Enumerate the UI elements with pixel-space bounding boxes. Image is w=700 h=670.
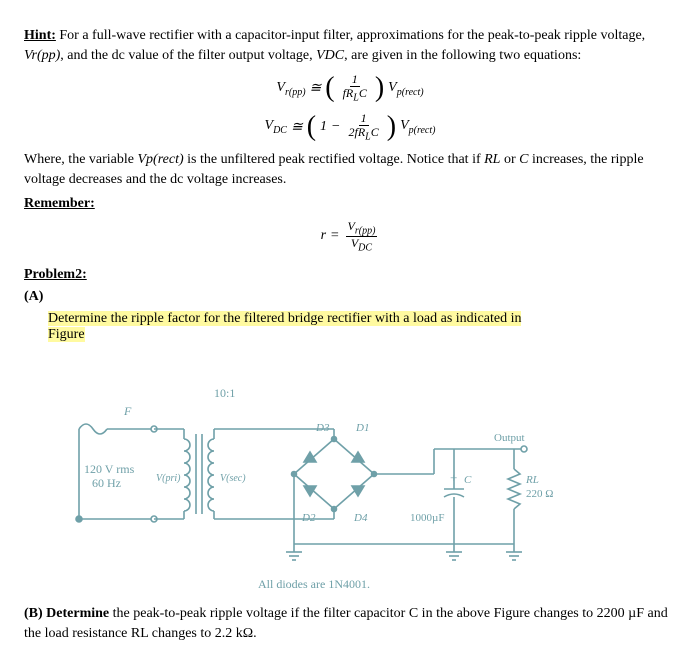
eq1-approx: ≅ [310, 80, 322, 97]
paren-left-icon: ( [325, 77, 334, 99]
label-d2: D2 [301, 512, 316, 524]
hint-text-2: , and the dc value of the filter output … [60, 48, 316, 63]
hint-text-3: , are given in the following two equatio… [344, 48, 581, 63]
eq2-den-c: C [371, 125, 379, 139]
where-t3: or [500, 152, 519, 167]
problem-label: Problem2: [24, 267, 676, 283]
hint-text-1: For a full-wave rectifier with a capacit… [56, 28, 645, 43]
label-output: Output [494, 432, 525, 444]
eq2-num: 1 [359, 112, 369, 126]
where-t1: Where, the variable [24, 152, 138, 167]
eq2-den-pre: 2fR [349, 125, 366, 139]
part-b-text: the peak-to-peak ripple voltage if the f… [24, 606, 668, 641]
remember-num-sub: r(pp) [355, 225, 376, 236]
label-vsec: V(sec) [220, 473, 246, 484]
hint-paragraph: Hint: For a full-wave rectifier with a c… [24, 26, 676, 65]
eq2-rhs-sym: V [400, 118, 409, 133]
paren-left-icon: ( [307, 116, 316, 138]
eq1-rhs-sym: V [388, 80, 397, 95]
remember-label-line: Remember: [24, 196, 676, 212]
circuit-diagram: + F 10:1 120 V rms 60 Hz [54, 349, 574, 592]
where-rl: RL [484, 152, 500, 167]
label-d1: D1 [355, 422, 369, 434]
paren-right-icon: ) [375, 77, 384, 99]
label-ratio: 10:1 [214, 386, 235, 400]
eq2-one: 1 [320, 119, 327, 135]
eq1-den-f: fR [343, 86, 354, 100]
remember-num-sym: V [348, 219, 355, 233]
label-rl: RL [525, 474, 539, 486]
hint-var2: VDC [316, 48, 344, 63]
eq2-lhs-sub: DC [273, 125, 287, 136]
part-a-text: Determine the ripple factor for the filt… [48, 311, 521, 326]
eq2-minus: − [331, 119, 340, 135]
hint-var1: Vr(pp) [24, 48, 60, 63]
remember-r: r [321, 228, 326, 244]
label-F: F [123, 404, 132, 418]
label-src-f: 60 Hz [92, 476, 121, 490]
eq2-lhs-sym: V [265, 118, 274, 133]
label-c-val: 1000µF [410, 512, 444, 524]
where-var: Vp(rect) [138, 152, 184, 167]
eq2-rhs-sub: p(rect) [409, 125, 436, 136]
eq1-den-c: C [359, 86, 367, 100]
diodes-note: All diodes are 1N4001. [54, 577, 574, 592]
label-c: C [464, 474, 472, 486]
remember-eq: = [330, 228, 339, 244]
svg-text:+: + [450, 470, 457, 485]
part-a-label: (A) [24, 289, 676, 305]
label-vpri: V(pri) [156, 473, 181, 484]
where-paragraph: Where, the variable Vp(rect) is the unfi… [24, 150, 676, 189]
label-d4: D4 [353, 512, 368, 524]
part-a-text-line: Determine the ripple factor for the filt… [48, 311, 676, 343]
where-t2: is the unfiltered peak rectified voltage… [184, 152, 485, 167]
equation-vrpp: Vr(pp) ≅ ( 1 fRLC ) Vp(rect) [24, 73, 676, 104]
eq1-rhs-sub: p(rect) [397, 86, 424, 97]
eq1-num: 1 [350, 73, 360, 87]
eq1-lhs-sub: r(pp) [285, 86, 306, 97]
label-src-v: 120 V rms [84, 462, 135, 476]
remember-label: Remember: [24, 196, 95, 211]
hint-label: Hint: [24, 28, 56, 43]
equation-vdc: VDC ≅ ( 1 − 1 2fRLC ) Vp(rect) [24, 112, 676, 143]
equation-ripple-factor: r = Vr(pp) VDC [24, 220, 676, 254]
remember-den-sub: DC [358, 242, 372, 253]
eq2-approx: ≅ [291, 119, 303, 136]
paren-right-icon: ) [387, 116, 396, 138]
label-rl-val: 220 Ω [526, 488, 553, 500]
figure-word: Figure [48, 327, 85, 342]
label-d3: D3 [315, 422, 330, 434]
eq1-lhs-sym: V [276, 80, 285, 95]
part-b-label: (B) Determine [24, 606, 109, 621]
